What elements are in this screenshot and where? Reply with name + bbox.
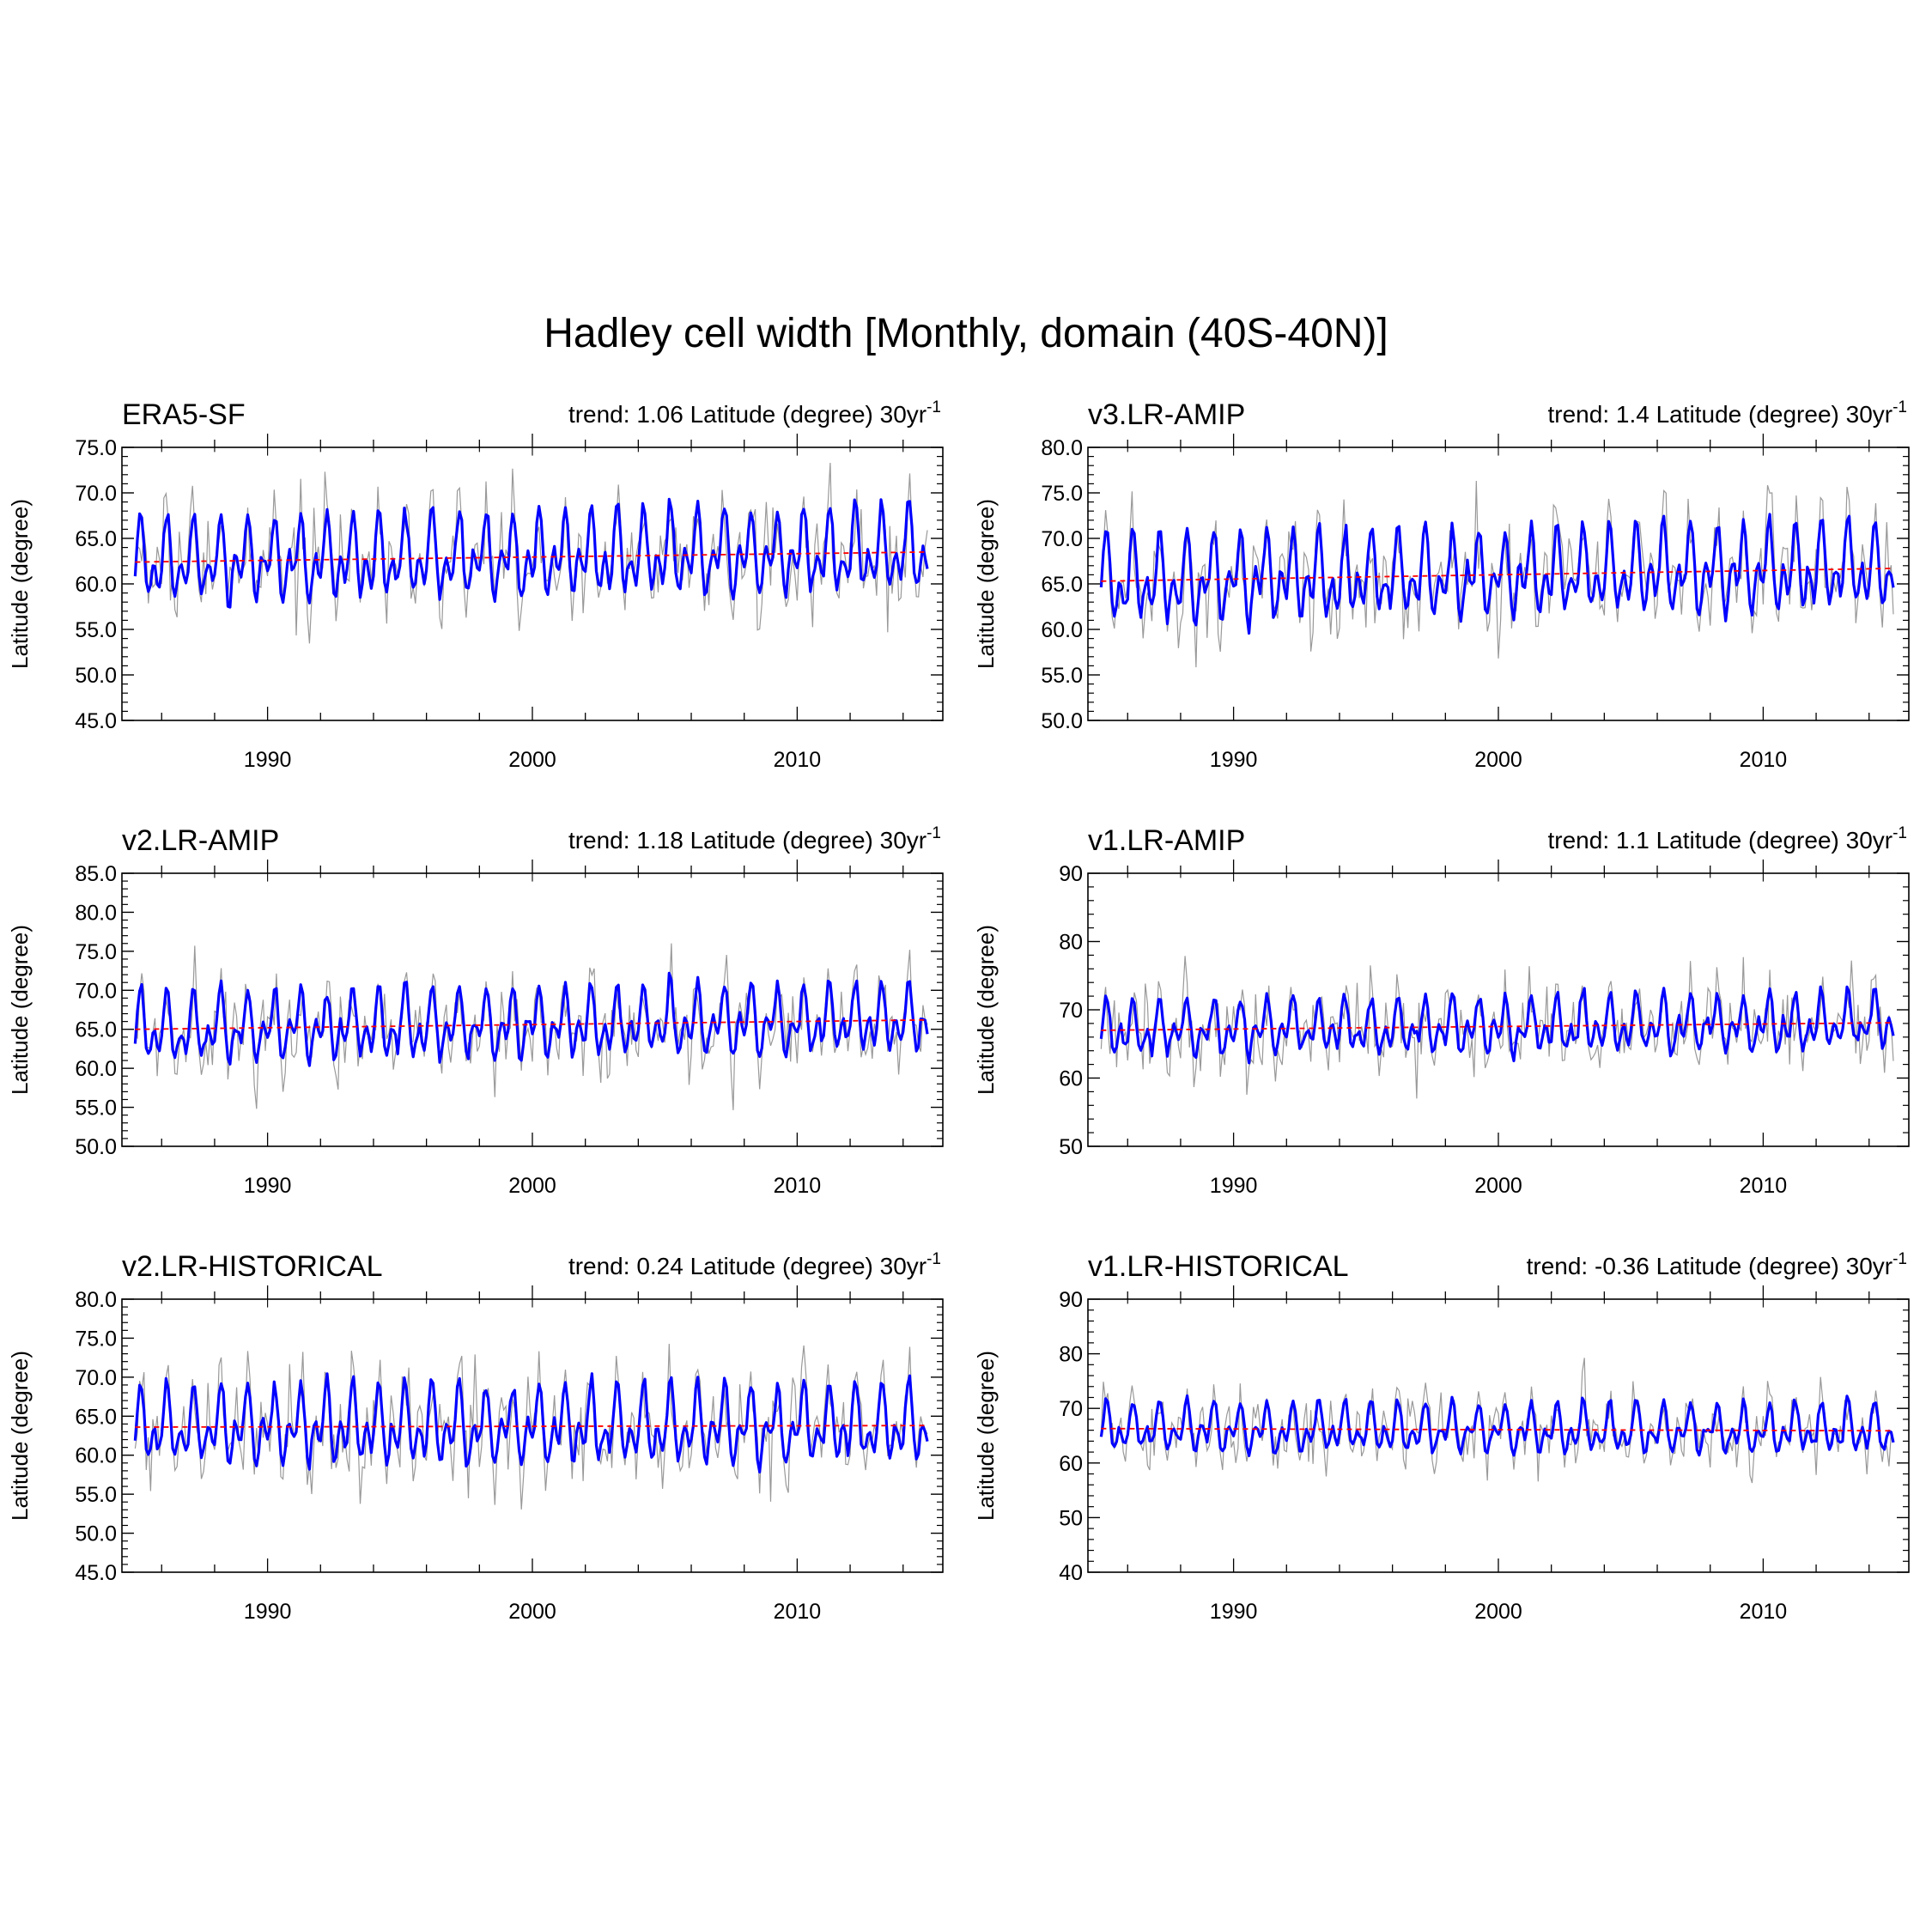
y-tick-label: 75.0: [75, 436, 117, 460]
smoothed-series-line: [1099, 985, 1895, 1065]
y-tick-label: 55.0: [75, 1483, 117, 1507]
y-tick-label: 80.0: [75, 1288, 117, 1312]
x-tick-label: 2000: [508, 1174, 556, 1198]
monthly-series-line: [134, 943, 928, 1110]
panel-2: v3.LR-AMIP trend: 1.4 Latitude (degree) 3…: [973, 398, 1910, 772]
panel-title: v1.LR-HISTORICAL: [1088, 1250, 1349, 1283]
smoothed-series-line: [133, 497, 929, 609]
smoothed-series-line: [1099, 1394, 1895, 1458]
x-tick-label: 2000: [508, 748, 556, 772]
y-tick-label: 60.0: [75, 573, 117, 597]
y-tick-label: 75.0: [75, 940, 117, 964]
x-tick-label: 2010: [774, 748, 822, 772]
x-tick-label: 1990: [244, 748, 292, 772]
x-tick-label: 1990: [1210, 1600, 1258, 1624]
trend-label: trend: 0.24 Latitude (degree) 30yr-1: [568, 1250, 941, 1279]
x-tick-label: 2010: [774, 1174, 822, 1198]
y-axis-label: Latitude (degree): [973, 925, 999, 1095]
panel-3: v2.LR-AMIP trend: 1.18 Latitude (degree) …: [7, 824, 944, 1198]
trend-label: trend: 1.1 Latitude (degree) 30yr-1: [1548, 824, 1908, 854]
smoothed-series-line: [133, 1372, 929, 1474]
x-tick-label: 2010: [1740, 1174, 1788, 1198]
x-tick-label: 2010: [774, 1600, 822, 1624]
y-tick-label: 55.0: [1041, 664, 1083, 688]
monthly-series-line: [1100, 1358, 1894, 1484]
panels-container: ERA5-SF trend: 1.06 Latitude (degree) 30y…: [7, 398, 1910, 1624]
x-tick-label: 2010: [1740, 1600, 1788, 1624]
panel-title: v2.LR-AMIP: [122, 824, 279, 857]
y-tick-label: 70: [1059, 999, 1083, 1023]
x-tick-label: 2000: [1474, 1600, 1522, 1624]
trend-label: trend: 1.06 Latitude (degree) 30yr-1: [568, 398, 941, 428]
y-tick-label: 90: [1059, 862, 1083, 886]
panel-4: v1.LR-AMIP trend: 1.1 Latitude (degree) 3…: [973, 824, 1910, 1198]
y-tick-label: 75.0: [1041, 482, 1083, 506]
y-tick-label: 45.0: [75, 1561, 117, 1585]
y-tick-label: 80: [1059, 931, 1083, 955]
y-tick-label: 70.0: [75, 1366, 117, 1390]
y-axis-label: Latitude (degree): [7, 925, 33, 1095]
panel-title: ERA5-SF: [122, 398, 246, 431]
panel-title: v2.LR-HISTORICAL: [122, 1250, 383, 1283]
y-tick-label: 65.0: [75, 1405, 117, 1429]
y-axis-label: Latitude (degree): [973, 499, 999, 669]
y-tick-label: 70: [1059, 1397, 1083, 1421]
y-tick-label: 65.0: [75, 1018, 117, 1042]
x-tick-label: 2000: [508, 1600, 556, 1624]
y-tick-label: 50.0: [75, 1522, 117, 1546]
y-axis-label: Latitude (degree): [7, 1351, 33, 1521]
smoothed-series-line: [1099, 513, 1895, 635]
panel-6: v1.LR-HISTORICAL trend: -0.36 Latitude (d…: [973, 1250, 1910, 1624]
y-tick-label: 70.0: [75, 979, 117, 1003]
y-tick-label: 50.0: [75, 1135, 117, 1159]
x-tick-label: 2010: [1740, 748, 1788, 772]
smoothed-series-line: [133, 971, 929, 1067]
y-tick-label: 60.0: [75, 1057, 117, 1081]
monthly-series-line: [134, 1343, 928, 1510]
figure-title: Hadley cell width [Monthly, domain (40S-…: [544, 311, 1388, 356]
y-tick-label: 70.0: [1041, 527, 1083, 551]
y-tick-label: 80: [1059, 1343, 1083, 1367]
y-tick-label: 75.0: [75, 1327, 117, 1351]
y-tick-label: 80.0: [1041, 436, 1083, 460]
trend-label: trend: 1.4 Latitude (degree) 30yr-1: [1548, 398, 1908, 428]
y-tick-label: 60: [1059, 1452, 1083, 1476]
y-tick-label: 65.0: [1041, 573, 1083, 597]
y-tick-label: 45.0: [75, 709, 117, 733]
y-tick-label: 60.0: [75, 1444, 117, 1468]
y-tick-label: 55.0: [75, 618, 117, 642]
y-tick-label: 55.0: [75, 1097, 117, 1121]
y-tick-label: 50: [1059, 1135, 1083, 1159]
trend-label: trend: 1.18 Latitude (degree) 30yr-1: [568, 824, 941, 854]
y-tick-label: 40: [1059, 1561, 1083, 1585]
panel-5: v2.LR-HISTORICAL trend: 0.24 Latitude (de…: [7, 1250, 944, 1624]
x-tick-label: 2000: [1474, 748, 1522, 772]
x-tick-label: 1990: [244, 1600, 292, 1624]
y-tick-label: 80.0: [75, 901, 117, 925]
x-tick-label: 2000: [1474, 1174, 1522, 1198]
y-tick-label: 70.0: [75, 482, 117, 506]
x-tick-label: 1990: [1210, 748, 1258, 772]
panel-title: v1.LR-AMIP: [1088, 824, 1245, 857]
y-tick-label: 50.0: [1041, 709, 1083, 733]
plot-frame: [121, 447, 944, 721]
y-axis-label: Latitude (degree): [973, 1351, 999, 1521]
y-tick-label: 50.0: [75, 664, 117, 688]
y-tick-label: 65.0: [75, 527, 117, 551]
y-tick-label: 50: [1059, 1506, 1083, 1530]
y-tick-label: 85.0: [75, 862, 117, 886]
y-axis-label: Latitude (degree): [7, 499, 33, 669]
panel-title: v3.LR-AMIP: [1088, 398, 1245, 431]
y-tick-label: 90: [1059, 1288, 1083, 1312]
trend-label: trend: -0.36 Latitude (degree) 30yr-1: [1527, 1250, 1907, 1279]
x-tick-label: 1990: [1210, 1174, 1258, 1198]
x-tick-label: 1990: [244, 1174, 292, 1198]
y-tick-label: 60: [1059, 1067, 1083, 1091]
panel-1: ERA5-SF trend: 1.06 Latitude (degree) 30y…: [7, 398, 944, 772]
y-tick-label: 60.0: [1041, 618, 1083, 642]
